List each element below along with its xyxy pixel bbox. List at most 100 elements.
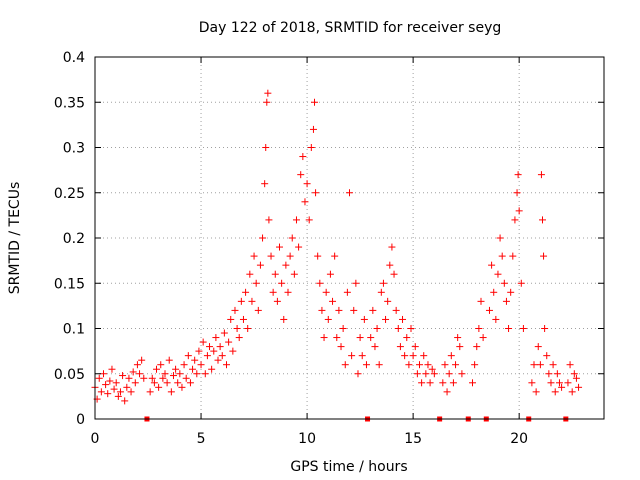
data-point [229,347,237,355]
data-point [280,315,288,323]
data-point [237,297,245,305]
data-point [184,352,192,360]
data-point [494,270,502,278]
data-point [136,370,144,378]
data-point [405,361,413,369]
data-point [161,370,169,378]
data-point [269,288,277,296]
data-point [256,261,264,269]
data-point [235,334,243,342]
data-point [305,216,313,224]
data-point [301,198,309,206]
data-point [259,234,267,242]
data-point [116,388,124,396]
data-point [333,334,341,342]
data-point [197,361,205,369]
data-point [543,352,551,360]
data-point [95,374,103,382]
data-point [551,388,559,396]
data-point [514,171,522,179]
x-tick-label: 10 [298,431,316,447]
data-point [104,390,112,398]
data-point [547,379,555,387]
data-point [163,379,171,387]
data-point [316,279,324,287]
data-point [284,288,292,296]
data-point [254,306,262,314]
y-tick-label: 0.15 [54,276,85,292]
data-point [114,392,122,400]
data-point [515,207,523,215]
data-point [530,361,538,369]
data-point [517,279,525,287]
data-points [91,89,583,405]
data-point [341,361,349,369]
data-point [496,234,504,242]
data-point [99,370,107,378]
data-point [276,243,284,251]
data-point [498,252,506,260]
y-tick-label: 0.3 [63,141,85,157]
data-point [225,338,233,346]
data-point [358,352,366,360]
data-point [110,385,118,393]
data-point [566,361,574,369]
data-point [354,370,362,378]
data-point [216,343,224,351]
data-point [473,343,481,351]
data-point [382,315,390,323]
data-point [456,343,464,351]
data-point [390,270,398,278]
data-point [263,98,271,106]
x-axis-label: GPS time / hours [290,459,407,475]
data-point [479,334,487,342]
axis-ticks [94,56,604,420]
data-point [407,325,415,332]
data-point [415,361,423,369]
data-point [369,306,377,314]
data-point [195,347,203,355]
data-point [420,352,428,360]
data-point [155,383,163,391]
data-point [180,361,188,369]
data-point [326,270,334,278]
data-point [157,361,165,369]
data-point [337,343,345,351]
data-point [239,315,247,323]
data-point [123,383,131,391]
data-point [536,361,544,369]
data-point [112,379,120,387]
data-point [492,315,500,323]
data-point [189,365,197,373]
data-point [371,343,379,351]
data-point [447,352,455,360]
data-point [165,356,173,364]
data-point [106,377,114,385]
data-point [201,370,209,378]
data-point [121,397,129,405]
data-point [384,297,392,305]
data-point [210,347,218,355]
data-point [331,252,339,260]
data-point [469,379,477,387]
data-point [146,388,154,396]
data-point [555,379,563,387]
data-point [167,388,175,396]
data-point [244,325,252,332]
data-point [430,370,438,378]
data-point [182,374,190,382]
data-point [458,370,466,378]
data-point [131,379,139,387]
data-point [127,388,135,396]
data-point [411,343,419,351]
data-point [394,325,402,332]
data-point [335,306,343,314]
data-point [264,89,272,97]
data-point [362,361,370,369]
data-point [174,379,182,387]
data-point [426,379,434,387]
data-point [303,180,311,188]
data-point [324,315,332,323]
data-point [286,252,294,260]
